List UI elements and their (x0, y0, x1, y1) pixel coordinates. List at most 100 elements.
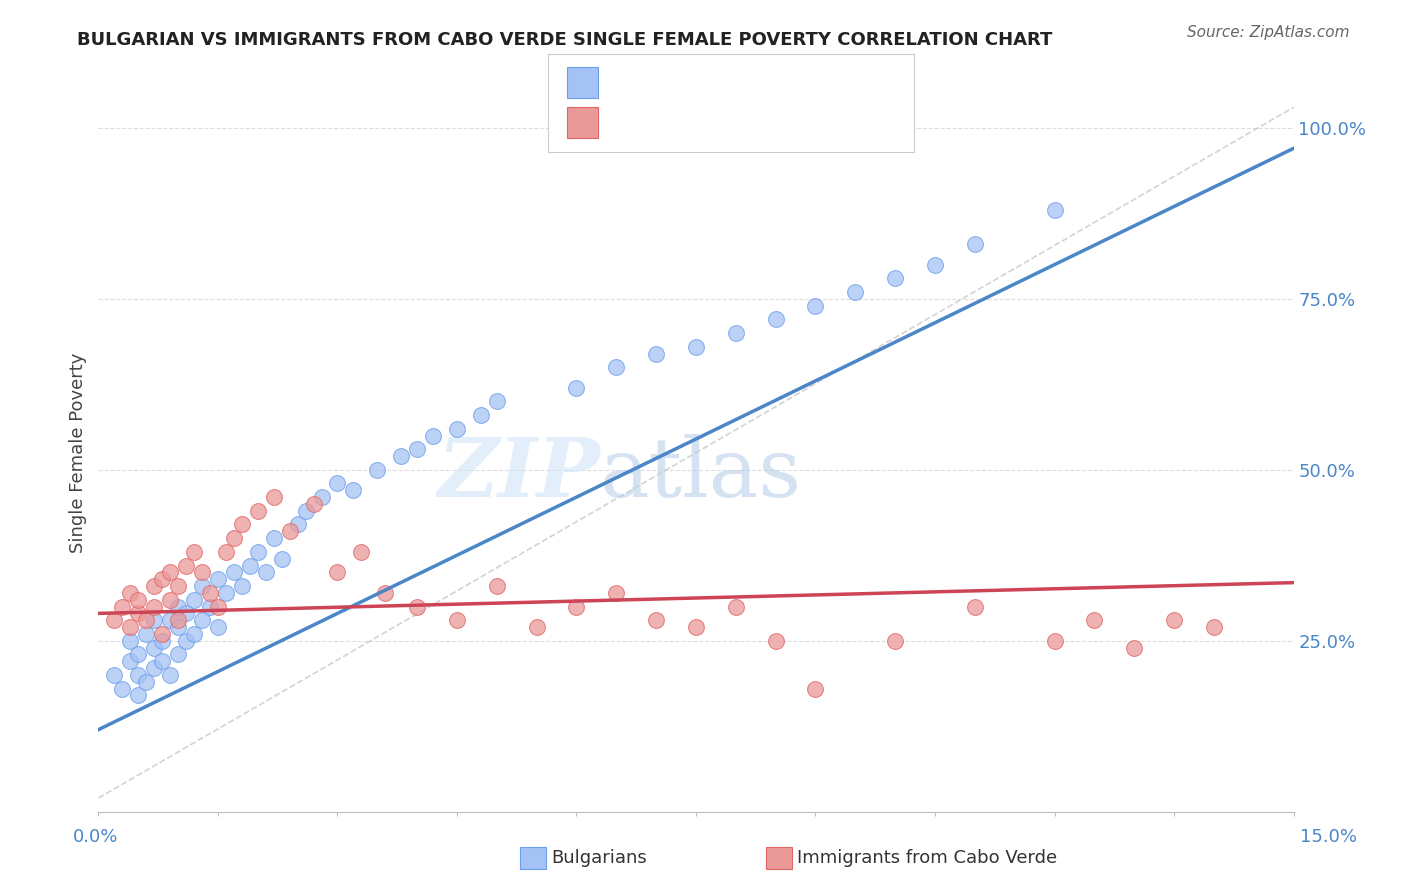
Point (605, 586, 627, 600)
Point (366, 463, 388, 477)
Point (159, 668, 181, 682)
Text: atlas: atlas (600, 434, 803, 514)
Point (215, 586, 238, 600)
Point (302, 497, 325, 511)
Point (246, 545, 269, 559)
Point (198, 586, 221, 600)
Point (127, 689, 149, 703)
Point (215, 545, 238, 559)
Point (127, 607, 149, 621)
Point (884, 633, 907, 648)
Point (135, 674, 157, 689)
Point (120, 633, 142, 648)
Point (150, 654, 173, 668)
Point (135, 627, 157, 641)
Point (183, 545, 205, 559)
Point (167, 579, 190, 593)
Point (263, 531, 285, 545)
Point (191, 613, 214, 627)
Point (374, 586, 396, 600)
Point (963, 237, 986, 252)
Text: R =  0.055   N = 48: R = 0.055 N = 48 (609, 113, 800, 133)
Point (111, 599, 134, 614)
Point (159, 566, 181, 580)
Point (350, 545, 373, 559)
Point (765, 633, 787, 648)
Point (326, 476, 349, 491)
Point (150, 633, 173, 648)
Point (685, 340, 707, 354)
Point (174, 558, 197, 573)
Point (963, 599, 986, 614)
Point (804, 299, 827, 313)
Point (143, 613, 166, 627)
Point (159, 592, 181, 607)
Point (1043, 633, 1066, 648)
Point (167, 648, 190, 662)
Point (143, 661, 166, 675)
Point (207, 572, 229, 586)
Point (1202, 620, 1225, 634)
Point (406, 599, 429, 614)
Point (207, 620, 229, 634)
Point (470, 408, 492, 422)
Point (1043, 202, 1066, 217)
Point (222, 531, 245, 545)
Point (127, 592, 149, 607)
Y-axis label: Single Female Poverty: Single Female Poverty (69, 352, 87, 553)
Text: Source: ZipAtlas.com: Source: ZipAtlas.com (1187, 25, 1350, 40)
Point (287, 517, 309, 532)
Point (135, 613, 157, 627)
Point (183, 627, 205, 641)
Point (446, 613, 468, 627)
Point (565, 381, 588, 395)
Point (406, 442, 429, 457)
Point (485, 579, 508, 593)
Point (111, 681, 134, 696)
Point (174, 633, 197, 648)
Point (1123, 640, 1146, 655)
Point (311, 490, 333, 504)
Point (127, 648, 149, 662)
Point (1083, 613, 1105, 627)
Point (143, 579, 166, 593)
Point (724, 599, 747, 614)
Point (143, 599, 166, 614)
Point (222, 566, 245, 580)
Point (231, 579, 253, 593)
Text: Bulgarians: Bulgarians (551, 849, 647, 867)
Point (231, 517, 253, 532)
Point (127, 668, 149, 682)
Point (326, 566, 349, 580)
Point (159, 613, 181, 627)
Point (884, 271, 907, 285)
Point (207, 599, 229, 614)
Point (342, 483, 364, 498)
Point (278, 524, 301, 539)
Point (485, 394, 508, 409)
Point (804, 681, 827, 696)
Point (446, 422, 468, 436)
Point (270, 551, 292, 566)
Point (246, 504, 269, 518)
Point (645, 613, 668, 627)
Point (422, 428, 444, 442)
Text: BULGARIAN VS IMMIGRANTS FROM CABO VERDE SINGLE FEMALE POVERTY CORRELATION CHART: BULGARIAN VS IMMIGRANTS FROM CABO VERDE … (77, 31, 1053, 49)
Point (526, 620, 548, 634)
Text: Immigrants from Cabo Verde: Immigrants from Cabo Verde (797, 849, 1057, 867)
Point (565, 599, 588, 614)
Point (120, 586, 142, 600)
Text: 0.0%: 0.0% (73, 828, 118, 846)
Point (120, 654, 142, 668)
Point (263, 490, 285, 504)
Point (389, 449, 412, 463)
Point (724, 326, 747, 340)
Point (143, 640, 166, 655)
Point (844, 285, 866, 299)
Point (120, 620, 142, 634)
Point (765, 312, 787, 326)
Point (103, 613, 125, 627)
Point (150, 627, 173, 641)
Text: 15.0%: 15.0% (1301, 828, 1357, 846)
Text: R =  0.691   N = 60: R = 0.691 N = 60 (609, 73, 800, 93)
